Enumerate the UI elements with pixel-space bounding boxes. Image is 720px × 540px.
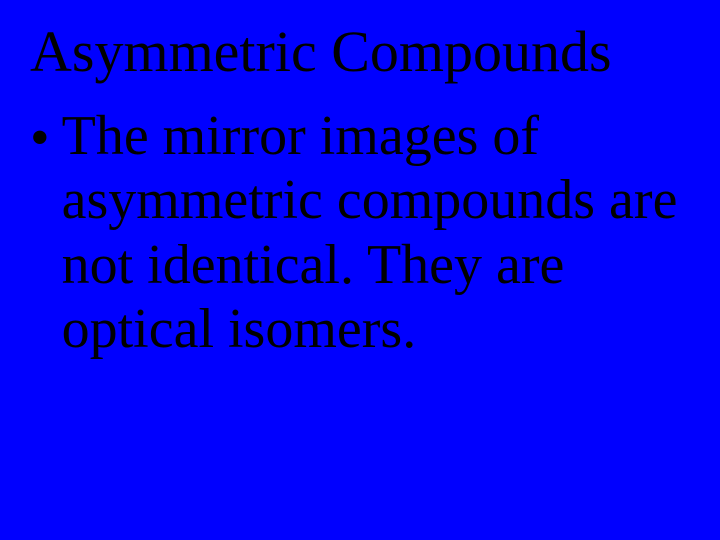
- slide-container: Asymmetric Compounds • The mirror images…: [0, 0, 720, 540]
- slide-body-text: The mirror images of asymmetric compound…: [62, 104, 690, 362]
- bullet-symbol: •: [30, 106, 50, 170]
- bullet-item: • The mirror images of asymmetric compou…: [30, 104, 690, 362]
- slide-title: Asymmetric Compounds: [30, 20, 690, 84]
